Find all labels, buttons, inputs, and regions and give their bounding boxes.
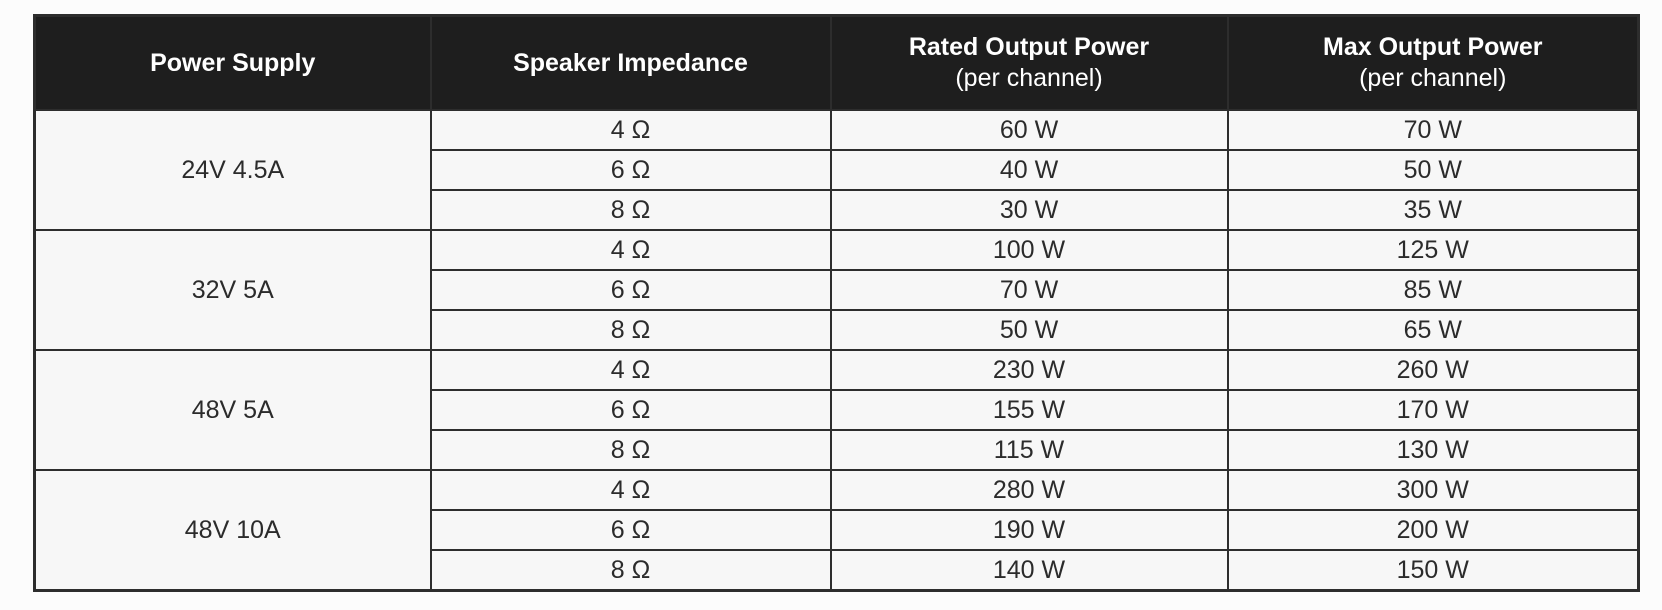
rated-power-cell: 140 W [829,549,1229,592]
rated-power-cell: 230 W [829,349,1229,391]
table-row: 6 Ω 155 W 170 W [35,389,1640,431]
impedance-cell: 6 Ω [429,509,832,551]
max-power-cell: 150 W [1226,549,1640,592]
impedance-cell: 6 Ω [429,149,832,191]
rated-power-cell: 190 W [829,509,1229,551]
table-row: 8 Ω 30 W 35 W [35,189,1640,231]
table-row: 48V 5A 4 Ω 230 W 260 W [33,349,1640,471]
table-row: 24V 4.5A 4 Ω 60 W 70 W [33,109,1640,231]
header-title: Max Output Power [1323,33,1543,61]
max-power-cell: 300 W [1226,469,1640,511]
rated-power-cell: 155 W [829,389,1229,431]
power-output-table: Power Supply Speaker Impedance Rated Out… [33,14,1640,592]
header-title: Rated Output Power [908,33,1150,61]
rated-power-cell: 280 W [829,469,1229,511]
table-row: 8 Ω 140 W 150 W [35,549,1640,592]
header-subtitle: (per channel) [955,64,1103,92]
impedance-cell: 8 Ω [429,549,832,592]
table-row: 48V 10A 4 Ω 280 W 300 W [33,469,1640,592]
rated-power-cell: 40 W [829,149,1229,191]
max-power-cell: 125 W [1226,229,1640,271]
table-row: 8 Ω 50 W 65 W [35,309,1640,351]
power-supply-cell: 32V 5A [33,229,432,351]
rated-power-cell: 115 W [829,429,1229,471]
rated-power-cell: 50 W [829,309,1229,351]
max-power-cell: 35 W [1226,189,1640,231]
table-row: 6 Ω 190 W 200 W [35,509,1640,551]
max-power-cell: 85 W [1226,269,1640,311]
power-supply-cell: 48V 10A [33,469,432,592]
rated-power-cell: 70 W [829,269,1229,311]
header-max-output-power: Max Output Power (per channel) [1226,14,1640,111]
impedance-cell: 6 Ω [429,389,832,431]
max-power-cell: 65 W [1226,309,1640,351]
max-power-cell: 170 W [1226,389,1640,431]
power-supply-cell: 48V 5A [33,349,432,471]
header-rated-output-power: Rated Output Power (per channel) [829,14,1229,111]
page: Power Supply Speaker Impedance Rated Out… [33,14,1640,592]
impedance-cell: 4 Ω [429,109,832,151]
max-power-cell: 200 W [1226,509,1640,551]
table-row: 32V 5A 4 Ω 100 W 125 W [33,229,1640,351]
rated-power-cell: 30 W [829,189,1229,231]
rated-power-cell: 60 W [829,109,1229,151]
max-power-cell: 260 W [1226,349,1640,391]
table-row: 6 Ω 40 W 50 W [35,149,1640,191]
impedance-cell: 4 Ω [429,229,832,271]
max-power-cell: 70 W [1226,109,1640,151]
max-power-cell: 130 W [1226,429,1640,471]
header-subtitle: (per channel) [1359,64,1507,92]
impedance-cell: 8 Ω [429,189,832,231]
header-title: Power Supply [150,48,316,77]
impedance-cell: 8 Ω [429,429,832,471]
header-speaker-impedance: Speaker Impedance [429,14,832,111]
table-row: 6 Ω 70 W 85 W [35,269,1640,311]
max-power-cell: 50 W [1226,149,1640,191]
header-row: Power Supply Speaker Impedance Rated Out… [33,14,1640,111]
impedance-cell: 4 Ω [429,469,832,511]
impedance-cell: 8 Ω [429,309,832,351]
power-supply-cell: 24V 4.5A [33,109,432,231]
rated-power-cell: 100 W [829,229,1229,271]
impedance-cell: 6 Ω [429,269,832,311]
header-power-supply: Power Supply [33,14,432,111]
impedance-cell: 4 Ω [429,349,832,391]
header-title: Speaker Impedance [513,48,748,77]
table-row: 8 Ω 115 W 130 W [35,429,1640,471]
